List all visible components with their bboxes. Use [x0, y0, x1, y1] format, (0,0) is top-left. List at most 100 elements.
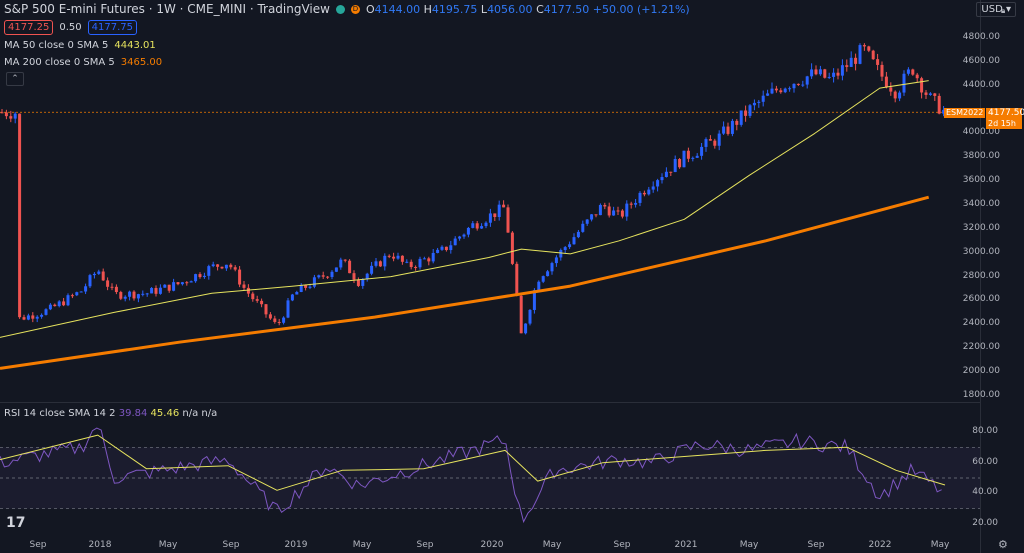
candle-body — [220, 266, 224, 269]
candle-body — [788, 88, 792, 90]
candle-body — [937, 95, 941, 114]
candle-body — [911, 69, 915, 75]
time-axis-label: 2019 — [284, 540, 308, 550]
price-axis-label: 1800.00 — [962, 389, 1000, 400]
candle-body — [128, 291, 132, 297]
candle-body — [106, 280, 110, 287]
candle-body — [339, 259, 343, 268]
candle-body — [167, 284, 171, 291]
candle-body — [453, 238, 457, 246]
tradingview-logo[interactable]: 17 — [6, 515, 26, 531]
candle-body — [691, 157, 695, 159]
sell-button[interactable]: 4177.25 — [4, 20, 54, 35]
candle-body — [625, 203, 629, 217]
candle-body — [876, 59, 880, 65]
gear-icon[interactable]: ⚙ — [998, 538, 1008, 551]
currency-selector[interactable]: USD ▾ — [976, 2, 1016, 17]
candle-body — [400, 255, 404, 262]
candle-body — [634, 202, 638, 205]
candle-body — [9, 116, 13, 119]
time-axis-label: May — [158, 540, 178, 550]
candle-body — [185, 282, 189, 284]
ma200-legend[interactable]: MA 200 close 0 SMA 5 3465.00 — [4, 57, 162, 68]
candle-body — [409, 261, 413, 268]
trade-buttons: 4177.25 0.50 4177.75 — [4, 20, 137, 35]
candle-body — [810, 69, 814, 77]
ma50-value: 4443.01 — [114, 40, 156, 51]
candle-body — [26, 315, 30, 320]
candle-body — [752, 102, 756, 106]
candle-body — [13, 113, 17, 119]
candle-body — [383, 255, 387, 267]
candle-body — [356, 279, 360, 286]
lock-icon[interactable]: 🔒︎ — [1001, 6, 1006, 15]
candle-body — [251, 293, 255, 300]
candle-body — [928, 93, 932, 95]
candle-body — [31, 315, 35, 319]
rsi-sma-value: 45.46 — [150, 408, 180, 419]
candle-body — [528, 309, 532, 324]
candle-body — [352, 273, 356, 280]
candle-body — [66, 295, 70, 306]
candle-body — [304, 285, 308, 288]
candle-body — [867, 46, 871, 51]
candle-body — [370, 265, 374, 274]
candle-body — [774, 88, 778, 91]
candle-body — [796, 83, 800, 85]
buy-button[interactable]: 4177.75 — [87, 20, 137, 35]
candle-body — [246, 287, 250, 294]
ma200-line — [0, 195, 930, 370]
candle-body — [163, 284, 167, 288]
price-axis-label: 2400.00 — [962, 318, 1000, 329]
candle-body — [871, 50, 875, 60]
candle-body — [906, 69, 910, 74]
candle-body — [708, 139, 712, 141]
time-axis-label: Sep — [807, 540, 825, 550]
ma50-legend[interactable]: MA 50 close 0 SMA 5 4443.01 — [4, 40, 156, 51]
candle-body — [101, 271, 105, 281]
candle-body — [427, 258, 431, 262]
candle-body — [818, 69, 822, 75]
time-axis-label: Sep — [613, 540, 631, 550]
candle-body — [902, 73, 906, 93]
ma200-value: 3465.00 — [120, 57, 163, 68]
rsi-legend[interactable]: RSI 14 close SMA 14 2 39.84 45.46 n/a n/… — [4, 408, 218, 419]
delay-badge[interactable]: D — [350, 4, 360, 14]
price-axis-label: 4000.00 — [962, 127, 1000, 138]
candle-body — [629, 203, 633, 205]
candle-body — [361, 279, 365, 286]
candle-body — [57, 301, 61, 307]
candle-body — [678, 159, 682, 168]
candle-body — [260, 300, 264, 305]
candle-body — [180, 282, 184, 285]
rsi-value: 39.84 — [118, 408, 148, 419]
symbol-title[interactable]: S&P 500 E-mini Futures · 1W · CME_MINI ·… — [4, 2, 330, 16]
candle-body — [836, 72, 840, 76]
price-axis-label: 3000.00 — [962, 246, 1000, 257]
time-axis-label: 2021 — [674, 540, 698, 550]
rsi-axis-label: 60.00 — [972, 456, 998, 467]
chevron-up-icon[interactable]: ⌃ — [6, 72, 24, 86]
candle-body — [440, 246, 444, 250]
time-axis-label: Sep — [416, 540, 434, 550]
price-axis-label: 2600.00 — [962, 294, 1000, 305]
price-axis-label: 4800.00 — [962, 32, 1000, 42]
candle-body — [414, 267, 418, 269]
candle-body — [22, 317, 26, 320]
pane-divider[interactable] — [0, 402, 980, 403]
candle-body — [590, 214, 594, 220]
candle-body — [299, 285, 303, 293]
candle-body — [493, 213, 497, 218]
candle-body — [321, 275, 325, 277]
candle-body — [484, 222, 488, 227]
circle-status-icon[interactable] — [335, 4, 345, 14]
candle-body — [585, 219, 589, 224]
time-axis-label: Sep — [29, 540, 47, 550]
candle-body — [515, 263, 519, 296]
candle-body — [18, 113, 22, 318]
candle-body — [154, 288, 158, 294]
candle-body — [924, 92, 928, 95]
candle-body — [62, 301, 66, 306]
candle-body — [920, 78, 924, 93]
